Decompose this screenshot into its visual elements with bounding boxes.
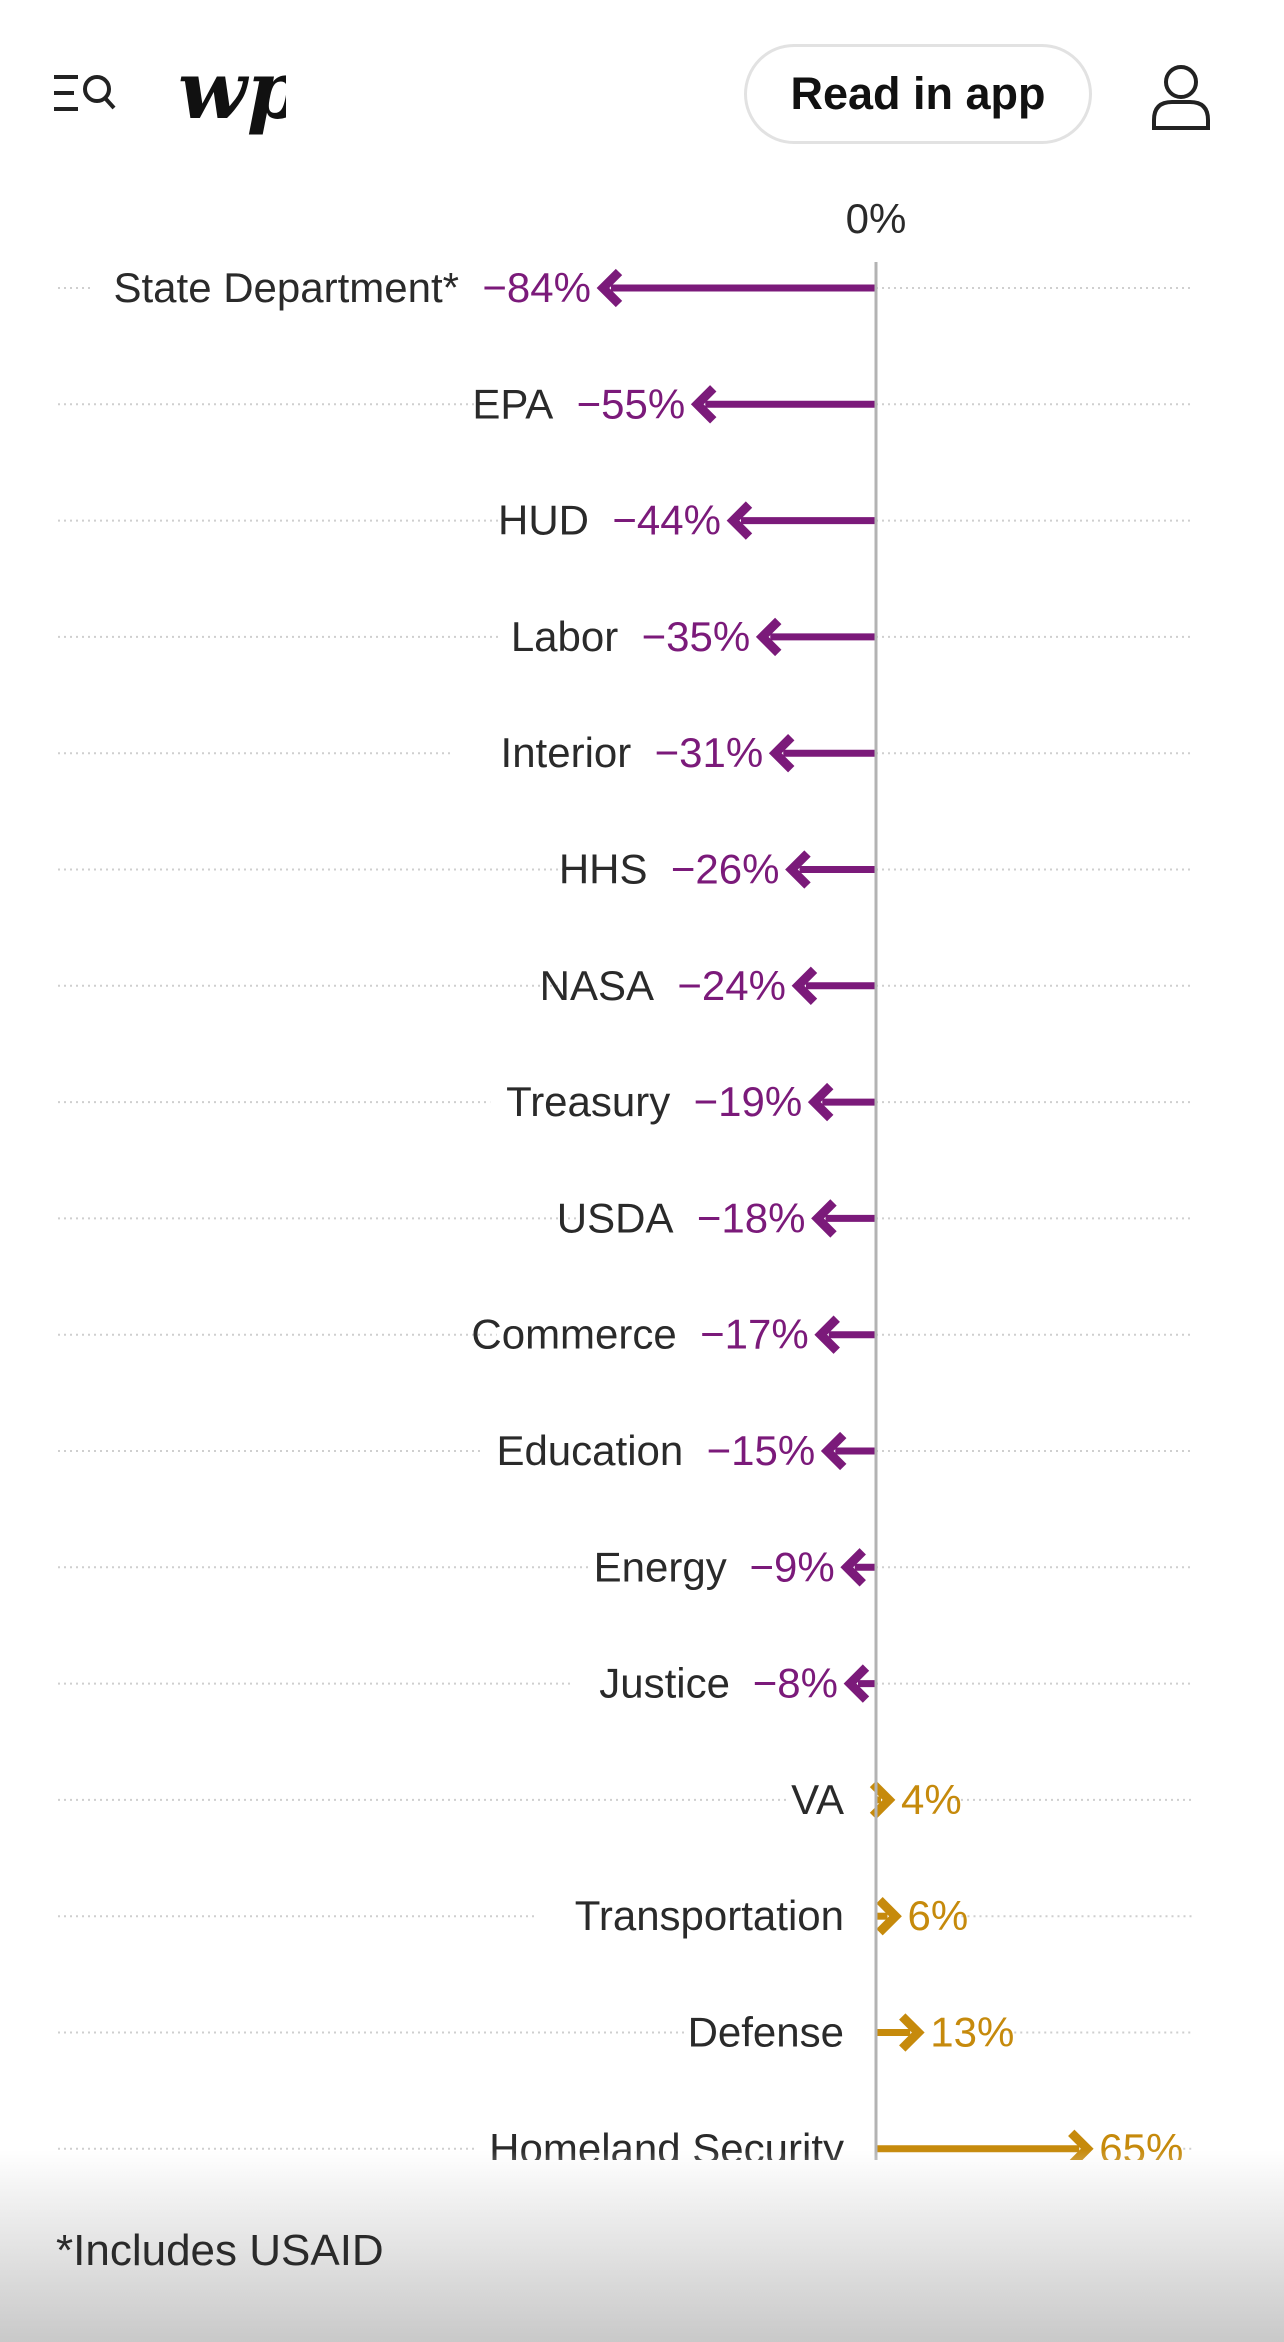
category-label: Transportation xyxy=(575,1892,844,1939)
change-arrow-head xyxy=(768,734,795,773)
user-icon[interactable] xyxy=(1148,62,1214,132)
value-label: −17% xyxy=(700,1311,809,1358)
value-label: −19% xyxy=(694,1078,803,1125)
change-arrow-head xyxy=(755,617,782,657)
category-label: Commerce xyxy=(471,1311,676,1358)
value-label: 4% xyxy=(901,1776,962,1823)
menu-search-icon[interactable] xyxy=(52,62,118,128)
svg-text:wp: wp xyxy=(178,46,286,137)
category-label: HUD xyxy=(498,497,589,544)
category-label: Treasury xyxy=(506,1078,670,1125)
footnote: *Includes USAID xyxy=(56,2226,384,2275)
change-arrow-head xyxy=(840,1548,866,1587)
category-label: Interior xyxy=(501,729,632,776)
value-label: −84% xyxy=(482,264,591,311)
change-arrow-head xyxy=(690,385,717,424)
category-label: State Department* xyxy=(113,264,459,311)
category-label: Education xyxy=(496,1427,683,1474)
top-navigation-bar: wp Read in app xyxy=(0,0,1284,190)
category-label: USDA xyxy=(557,1194,674,1241)
value-label: −55% xyxy=(577,380,686,427)
value-label: −31% xyxy=(655,729,764,776)
change-arrow-head xyxy=(785,850,811,889)
value-label: −18% xyxy=(697,1194,806,1241)
change-arrow-head xyxy=(814,1315,840,1354)
value-label: −9% xyxy=(750,1543,835,1590)
value-label: −24% xyxy=(677,962,786,1009)
change-by-agency-chart: 0% −84% State Department* −55% EPA −44% HUD −35… xyxy=(58,195,1192,2160)
value-label: 13% xyxy=(930,2009,1014,2056)
category-label: Energy xyxy=(594,1543,727,1590)
category-label: NASA xyxy=(540,962,654,1009)
change-arrow-head xyxy=(726,501,753,540)
change-arrow-head xyxy=(869,1780,896,1820)
category-label: VA xyxy=(791,1776,844,1823)
category-label: Justice xyxy=(599,1660,730,1707)
change-arrow-head xyxy=(843,1664,870,1703)
change-arrow-head xyxy=(791,966,818,1005)
value-label: −26% xyxy=(671,846,780,893)
change-arrow-head xyxy=(876,1897,902,1936)
value-label: −44% xyxy=(612,497,721,544)
zero-axis-label: 0% xyxy=(846,195,907,242)
change-arrow-head xyxy=(807,1082,834,1122)
footer-fade xyxy=(0,2150,1284,2342)
category-label: EPA xyxy=(472,380,553,427)
read-in-app-button[interactable]: Read in app xyxy=(744,44,1092,144)
category-label: Labor xyxy=(511,613,618,660)
value-label: −8% xyxy=(753,1660,838,1707)
washington-post-logo[interactable]: wp xyxy=(176,43,303,146)
change-arrow-head xyxy=(820,1431,847,1471)
change-arrow-head xyxy=(899,2013,925,2052)
value-label: −15% xyxy=(707,1427,816,1474)
value-label: 6% xyxy=(908,1892,969,1939)
category-label: Defense xyxy=(688,2009,844,2056)
value-label: −35% xyxy=(642,613,751,660)
change-arrow-head xyxy=(596,268,623,308)
change-arrow-head xyxy=(811,1199,837,1238)
category-label: HHS xyxy=(559,846,648,893)
